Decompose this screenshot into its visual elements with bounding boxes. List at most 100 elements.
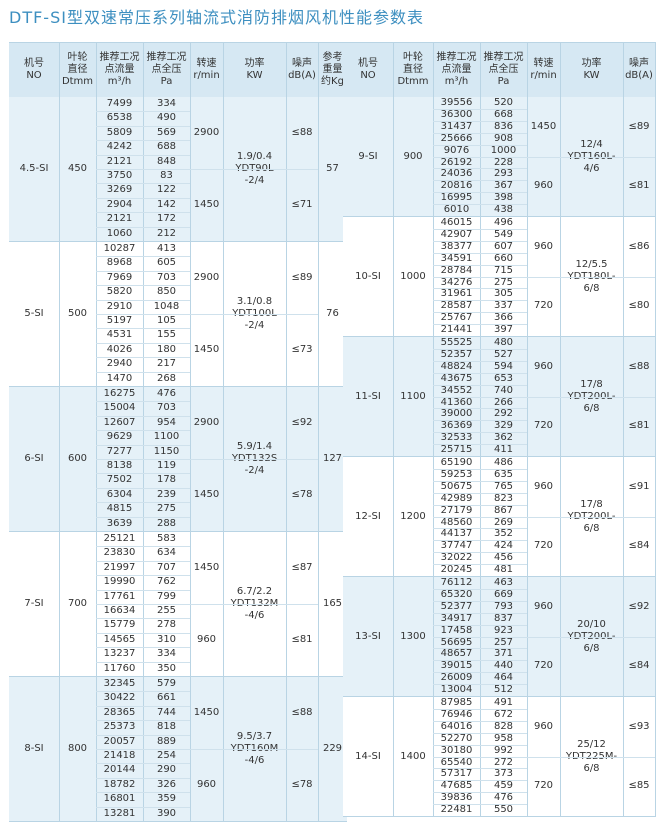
header-pressure-cell: 推荐工况 点全压 Pa (483, 52, 524, 87)
pressure-value: 660 (493, 252, 514, 264)
airflow-value: 4242 (106, 141, 133, 153)
column-divider (59, 242, 60, 386)
noise-level: ≤73 (291, 344, 313, 355)
airflow-value: 31437 (440, 120, 473, 132)
airflow-value: 6538 (106, 112, 133, 124)
model-number: 12-SⅠ (355, 510, 381, 522)
speed-divider (190, 314, 318, 315)
row-divider (433, 589, 527, 590)
pressure-value: 765 (493, 480, 514, 492)
row-divider (433, 288, 527, 289)
airflow-value: 28365 (103, 706, 136, 718)
reference-weight: 127 (322, 453, 343, 464)
pressure-value: 669 (493, 588, 514, 600)
row-divider (96, 706, 190, 707)
airflow-value: 20245 (440, 564, 473, 576)
airflow-value: 39556 (440, 97, 473, 108)
rotation-speed: 1450 (193, 199, 220, 210)
rotation-speed: 960 (533, 240, 554, 252)
motor-power: 3.1/0.8 YDT100L -2/4 (232, 296, 277, 331)
airflow-value: 65540 (440, 756, 473, 768)
row-divider (96, 183, 190, 184)
pressure-value: 635 (493, 468, 514, 480)
pressure-value: 549 (493, 228, 514, 240)
column-divider (433, 337, 434, 456)
pressure-value: 413 (156, 243, 177, 254)
motor-power: 9.5/3.7 YDT160M -4/6 (230, 731, 279, 766)
airflow-value: 19990 (103, 576, 136, 588)
rotation-speed: 960 (196, 634, 217, 645)
column-divider (59, 97, 60, 241)
noise-level: ≤81 (628, 180, 650, 192)
row-divider (96, 416, 190, 417)
pressure-value: 268 (156, 372, 177, 384)
row-divider (433, 637, 527, 638)
pressure-value: 212 (156, 227, 177, 239)
column-divider (393, 337, 394, 456)
row-divider (433, 265, 527, 266)
column-divider (433, 97, 434, 216)
column-divider (480, 43, 481, 97)
airflow-value: 57317 (440, 768, 473, 780)
airflow-value: 6010 (443, 204, 470, 216)
pressure-value: 398 (493, 192, 514, 204)
airflow-value: 47685 (440, 780, 473, 792)
rotation-speed: 720 (533, 780, 554, 792)
airflow-value: 25767 (440, 312, 473, 324)
row-divider (433, 481, 527, 482)
airflow-value: 13237 (103, 648, 136, 660)
row-divider (96, 430, 190, 431)
row-divider (433, 733, 527, 734)
row-divider (96, 343, 190, 344)
pressure-value: 83 (160, 170, 173, 181)
row-divider (96, 561, 190, 562)
row-divider (433, 157, 527, 158)
header-power-cell: 功率 KW (581, 58, 602, 81)
pressure-value: 828 (493, 720, 514, 732)
airflow-value: 4531 (106, 329, 133, 341)
row-divider (433, 109, 527, 110)
row-divider (433, 241, 527, 242)
airflow-value: 8968 (106, 257, 133, 269)
airflow-value: 5809 (106, 126, 133, 138)
column-divider (527, 697, 528, 816)
row-divider (433, 312, 527, 313)
pressure-value: 583 (156, 533, 177, 544)
pressure-value: 672 (493, 708, 514, 720)
pressure-value: 703 (156, 271, 177, 283)
airflow-value: 55525 (440, 337, 473, 348)
airflow-value: 18782 (103, 778, 136, 790)
pressure-value: 793 (493, 600, 514, 612)
pressure-value: 688 (156, 141, 177, 153)
model-number: 11-SⅠ (355, 390, 381, 402)
airflow-value: 16801 (103, 793, 136, 805)
pressure-value: 105 (156, 315, 177, 326)
speed-divider (527, 157, 655, 158)
airflow-value: 28784 (440, 264, 473, 276)
row-divider (433, 684, 527, 685)
airflow-value: 36300 (440, 108, 473, 120)
row-divider (433, 613, 527, 614)
header-pressure-cell: 推荐工况 点全压 Pa (146, 52, 187, 87)
airflow-value: 2904 (106, 198, 133, 210)
airflow-value: 64016 (440, 720, 473, 732)
performance-table-right: 机号 NO 叶轮 直径 Dtmm 推荐工况 点流量 m³/h 推荐工况 点全压 Pa 转… (343, 42, 656, 817)
pressure-value: 527 (493, 348, 514, 360)
motor-power: 1.9/0.4 YDT90L -2/4 (235, 151, 274, 186)
pressure-value: 703 (156, 402, 177, 414)
column-divider (480, 577, 481, 696)
row-divider (96, 749, 190, 750)
header-no-cell: 机号 NO (24, 58, 44, 81)
fan-model-group: 6-SⅠ 600 5.9/1.4 YDT132S -2/4 127 2900 ≤92 145… (9, 387, 347, 532)
noise-level: ≤92 (291, 417, 313, 428)
row-divider (96, 445, 190, 446)
row-divider (96, 372, 190, 373)
column-divider (223, 43, 224, 97)
noise-level: ≤85 (628, 780, 650, 792)
row-divider (96, 590, 190, 591)
pressure-value: 275 (493, 276, 514, 288)
pressure-value: 848 (156, 155, 177, 167)
row-divider (96, 271, 190, 272)
column-divider (623, 457, 624, 576)
table-header: 机号 NO 叶轮 直径 Dtmm 推荐工况 点流量 m³/h 推荐工况 点全压 Pa 转… (343, 43, 656, 98)
